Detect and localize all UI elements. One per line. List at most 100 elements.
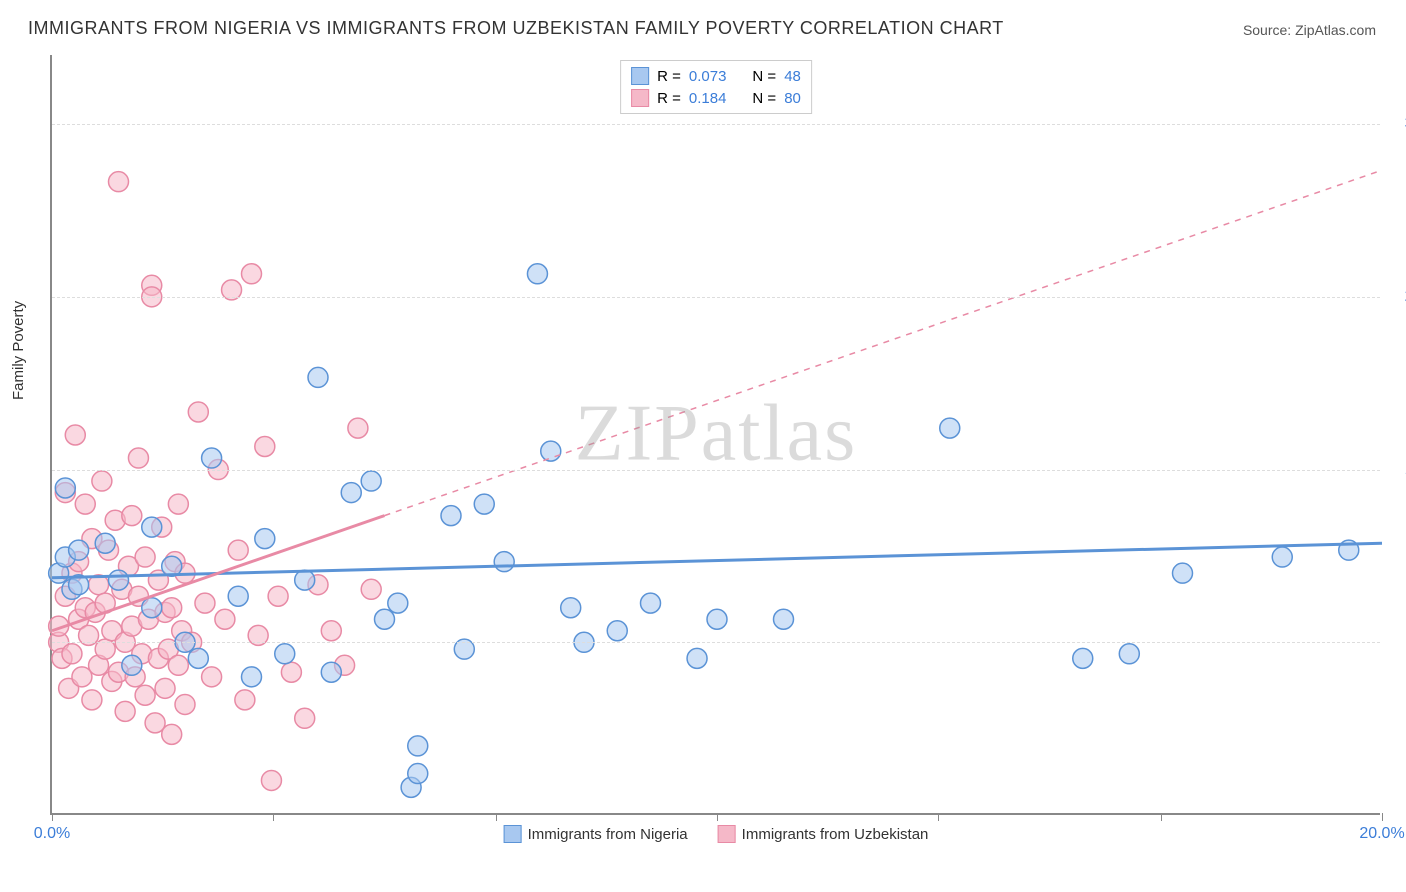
data-point [228,586,248,606]
data-point [275,644,295,664]
data-point [541,441,561,461]
data-point [92,471,112,491]
source-label: Source: ZipAtlas.com [1243,22,1376,38]
data-point [375,609,395,629]
data-point [55,478,75,498]
data-point [281,662,301,682]
data-point [109,172,129,192]
data-point [135,547,155,567]
data-point [348,418,368,438]
data-point [128,448,148,468]
x-tick-mark [52,813,53,821]
data-point [188,402,208,422]
data-point [321,621,341,641]
gridline [52,642,1380,643]
data-point [75,494,95,514]
data-point [202,667,222,687]
y-tick-label: 7.5% [1390,633,1406,651]
r-value: 0.073 [689,68,727,85]
data-point [441,506,461,526]
data-point [1272,547,1292,567]
n-label: N = [752,90,776,107]
x-tick-label: 20.0% [1359,825,1404,843]
data-point [215,609,235,629]
y-axis-label: Family Poverty [10,301,27,400]
data-point [168,494,188,514]
data-point [561,598,581,618]
r-label: R = [657,90,681,107]
data-point [940,418,960,438]
data-point [122,506,142,526]
legend-stat-row: R = 0.184 N = 80 [631,87,801,109]
legend-swatch [504,825,522,843]
data-point [1073,648,1093,668]
gridline [52,124,1380,125]
data-point [65,425,85,445]
data-point [95,533,115,553]
data-point [162,724,182,744]
n-value: 80 [784,90,801,107]
legend-series-item: Immigrants from Uzbekistan [718,825,929,843]
trend-line-extrapolated [385,170,1383,515]
data-point [122,655,142,675]
y-tick-label: 30.0% [1390,115,1406,133]
data-point [361,471,381,491]
data-point [82,690,102,710]
data-point [707,609,727,629]
r-value: 0.184 [689,90,727,107]
data-point [474,494,494,514]
r-label: R = [657,68,681,85]
data-point [408,736,428,756]
x-tick-mark [273,813,274,821]
data-point [188,648,208,668]
legend-series-item: Immigrants from Nigeria [504,825,688,843]
legend-swatch [718,825,736,843]
gridline [52,297,1380,298]
data-point [235,690,255,710]
n-value: 48 [784,68,801,85]
data-point [527,264,547,284]
data-point [135,685,155,705]
x-tick-mark [1382,813,1383,821]
data-point [295,708,315,728]
chart-title: IMMIGRANTS FROM NIGERIA VS IMMIGRANTS FR… [28,18,1004,39]
x-tick-mark [496,813,497,821]
data-point [142,598,162,618]
data-point [202,448,222,468]
y-tick-label: 22.5% [1390,288,1406,306]
data-point [162,598,182,618]
data-point [1119,644,1139,664]
data-point [62,644,82,664]
data-point [195,593,215,613]
legend-swatch [631,67,649,85]
data-point [641,593,661,613]
data-point [408,764,428,784]
data-point [228,540,248,560]
data-point [295,570,315,590]
data-point [175,694,195,714]
x-tick-mark [1161,813,1162,821]
data-point [109,570,129,590]
x-tick-mark [717,813,718,821]
legend-series-label: Immigrants from Nigeria [528,826,688,843]
legend-stat-row: R = 0.073 N = 48 [631,65,801,87]
data-point [607,621,627,641]
legend-swatch [631,89,649,107]
legend-stats: R = 0.073 N = 48 R = 0.184 N = 80 [620,60,812,114]
data-point [361,579,381,599]
data-point [115,701,135,721]
data-point [321,662,341,682]
data-point [687,648,707,668]
scatter-plot [52,55,1380,813]
x-tick-label: 0.0% [34,825,70,843]
data-point [494,552,514,572]
y-tick-label: 15.0% [1390,461,1406,479]
data-point [255,529,275,549]
data-point [242,264,262,284]
legend-series: Immigrants from Nigeria Immigrants from … [504,825,929,843]
data-point [268,586,288,606]
data-point [774,609,794,629]
data-point [308,367,328,387]
gridline [52,470,1380,471]
n-label: N = [752,68,776,85]
